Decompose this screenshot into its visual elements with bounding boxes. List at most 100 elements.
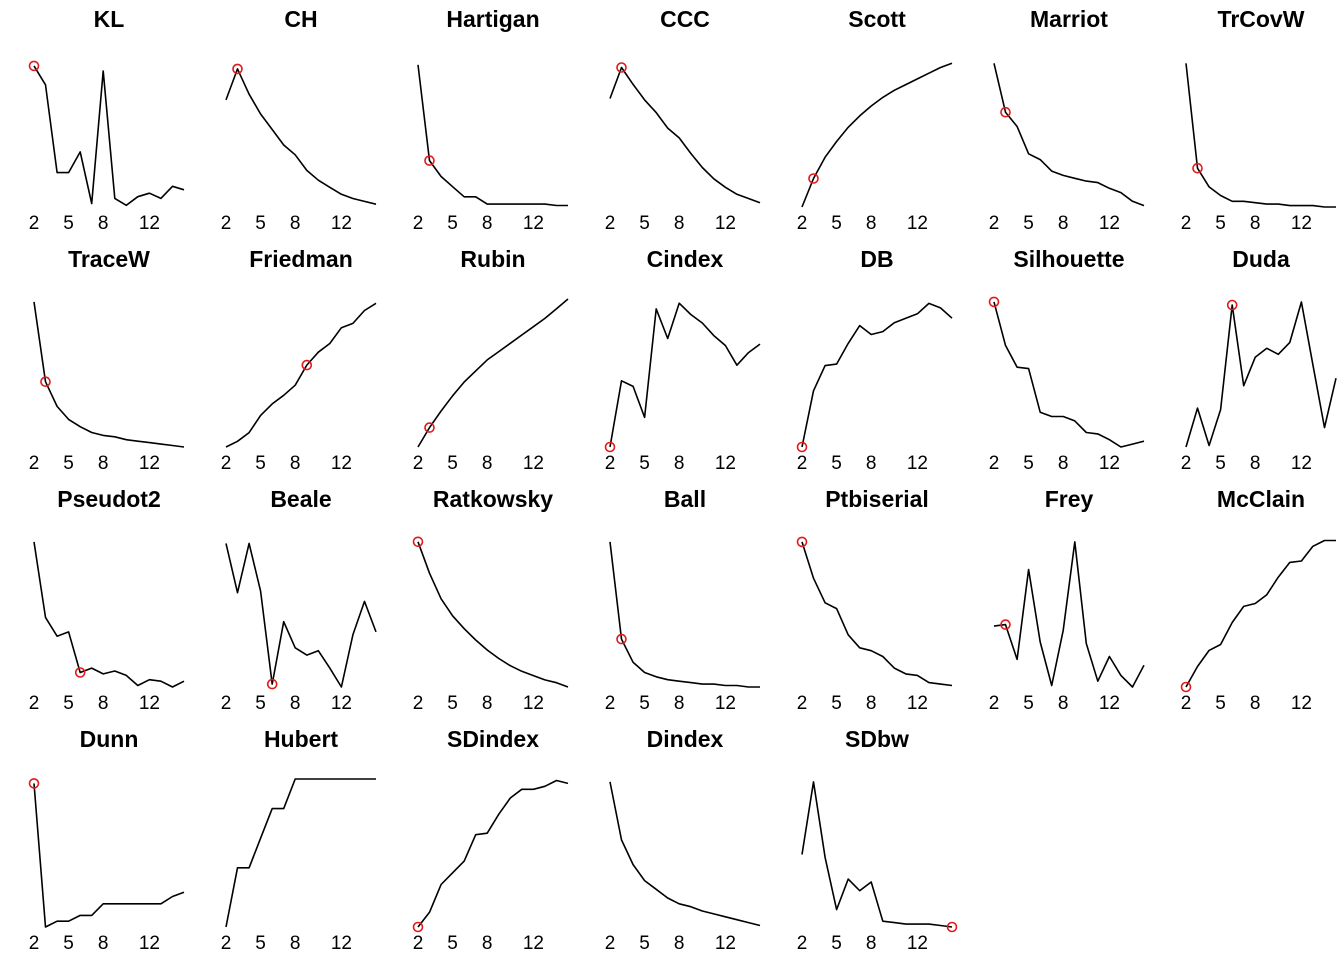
series-line xyxy=(609,66,761,204)
x-tick-label: 12 xyxy=(715,213,736,234)
x-tick-label: 8 xyxy=(866,213,877,234)
x-tick-label: 12 xyxy=(1099,693,1120,714)
panel-title: Hartigan xyxy=(446,6,539,32)
optimum-marker xyxy=(1000,619,1011,630)
x-tick-label: 2 xyxy=(29,453,40,474)
panel-ptbiserial: Ptbiserial 2 5 8 12 xyxy=(796,486,953,714)
optimum-marker xyxy=(1192,162,1203,174)
x-tick-label: 12 xyxy=(331,693,352,714)
optimum-marker xyxy=(424,155,435,166)
series-line xyxy=(33,541,185,688)
x-tick-label: 2 xyxy=(605,453,616,474)
x-tick-label: 2 xyxy=(29,213,40,234)
panel-title: SDbw xyxy=(845,726,909,752)
x-tick-label: 8 xyxy=(290,693,301,714)
optimum-marker xyxy=(28,778,40,789)
series-line xyxy=(417,298,569,448)
x-tick-label: 12 xyxy=(331,213,352,234)
x-tick-label: 5 xyxy=(255,213,266,234)
x-tick-label: 8 xyxy=(674,933,685,954)
x-tick-label: 5 xyxy=(639,453,650,474)
x-tick-label: 8 xyxy=(290,213,301,234)
series-line xyxy=(225,542,377,688)
series-line xyxy=(609,302,761,448)
panel-title: Scott xyxy=(848,6,906,32)
panel-sdindex: SDindex 2 5 8 12 xyxy=(412,726,569,954)
x-tick-label: 8 xyxy=(674,693,685,714)
x-tick-label: 12 xyxy=(1099,213,1120,234)
x-tick-label: 8 xyxy=(482,213,493,234)
x-tick-label: 5 xyxy=(447,453,458,474)
x-tick-label: 5 xyxy=(1023,453,1034,474)
panel-ch: CH 2 5 8 12 xyxy=(221,6,377,234)
series-line xyxy=(417,779,569,928)
x-tick-label: 5 xyxy=(1023,213,1034,234)
series-line xyxy=(225,68,377,205)
panel-title: CCC xyxy=(660,6,710,32)
x-tick-label: 12 xyxy=(331,933,352,954)
x-tick-label: 8 xyxy=(1058,693,1069,714)
series-line xyxy=(1185,539,1336,688)
x-tick-label: 2 xyxy=(797,453,808,474)
x-tick-label: 2 xyxy=(29,693,40,714)
x-tick-label: 5 xyxy=(63,213,74,234)
panel-beale: Beale 2 5 8 12 xyxy=(221,486,377,714)
panel-pseudot2: Pseudot2 2 5 8 12 xyxy=(29,486,185,714)
panel-title: Dindex xyxy=(647,726,724,752)
panel-scott: Scott 2 5 8 12 xyxy=(797,6,953,234)
series-line xyxy=(801,62,953,208)
series-line xyxy=(225,302,377,448)
panel-marriot: Marriot 2 5 8 12 xyxy=(989,6,1145,234)
x-tick-label: 5 xyxy=(831,213,842,234)
optimum-marker xyxy=(412,921,424,933)
x-tick-label: 12 xyxy=(907,693,928,714)
x-tick-label: 12 xyxy=(715,933,736,954)
panel-title: Rubin xyxy=(460,246,525,272)
panel-title: Cindex xyxy=(647,246,724,272)
x-tick-label: 12 xyxy=(523,213,544,234)
x-tick-label: 2 xyxy=(989,693,1000,714)
panel-cindex: Cindex 2 5 8 12 xyxy=(604,246,761,474)
optimum-marker xyxy=(946,921,958,933)
x-tick-label: 5 xyxy=(63,933,74,954)
x-tick-label: 12 xyxy=(139,213,160,234)
panel-friedman: Friedman 2 5 8 12 xyxy=(221,246,377,474)
x-tick-label: 2 xyxy=(1181,213,1192,234)
x-tick-label: 8 xyxy=(866,933,877,954)
panel-ccc: CCC 2 5 8 12 xyxy=(605,6,761,234)
panel-title: Marriot xyxy=(1030,6,1108,32)
x-tick-label: 12 xyxy=(139,933,160,954)
x-tick-label: 12 xyxy=(715,453,736,474)
panel-title: Hubert xyxy=(264,726,338,752)
series-line xyxy=(33,301,185,448)
optimum-marker xyxy=(1180,681,1192,693)
x-tick-label: 8 xyxy=(98,453,109,474)
x-tick-label: 5 xyxy=(831,693,842,714)
series-line xyxy=(417,64,568,207)
series-line xyxy=(801,302,953,448)
x-tick-label: 2 xyxy=(221,933,232,954)
series-line xyxy=(225,778,376,928)
x-tick-label: 8 xyxy=(98,933,109,954)
series-line xyxy=(993,541,1145,688)
panel-title: Ptbiserial xyxy=(825,486,929,512)
x-tick-label: 5 xyxy=(831,453,842,474)
panel-title: Friedman xyxy=(249,246,353,272)
panel-title: DB xyxy=(860,246,893,272)
series-line xyxy=(993,63,1145,207)
panel-title: Dunn xyxy=(80,726,139,752)
x-tick-label: 8 xyxy=(1250,453,1261,474)
optimum-marker xyxy=(412,536,424,548)
x-tick-label: 12 xyxy=(139,693,160,714)
panel-silhouette: Silhouette 2 5 8 12 xyxy=(988,246,1145,474)
x-tick-label: 12 xyxy=(715,693,736,714)
x-tick-label: 12 xyxy=(523,453,544,474)
x-tick-label: 2 xyxy=(797,213,808,234)
x-tick-label: 8 xyxy=(866,453,877,474)
x-tick-label: 5 xyxy=(447,213,458,234)
series-line xyxy=(33,783,185,928)
panel-mcclain: McClain 2 5 8 12 xyxy=(1180,486,1336,714)
panel-dunn: Dunn 2 5 8 12 xyxy=(28,726,185,954)
optimum-marker xyxy=(796,441,808,453)
